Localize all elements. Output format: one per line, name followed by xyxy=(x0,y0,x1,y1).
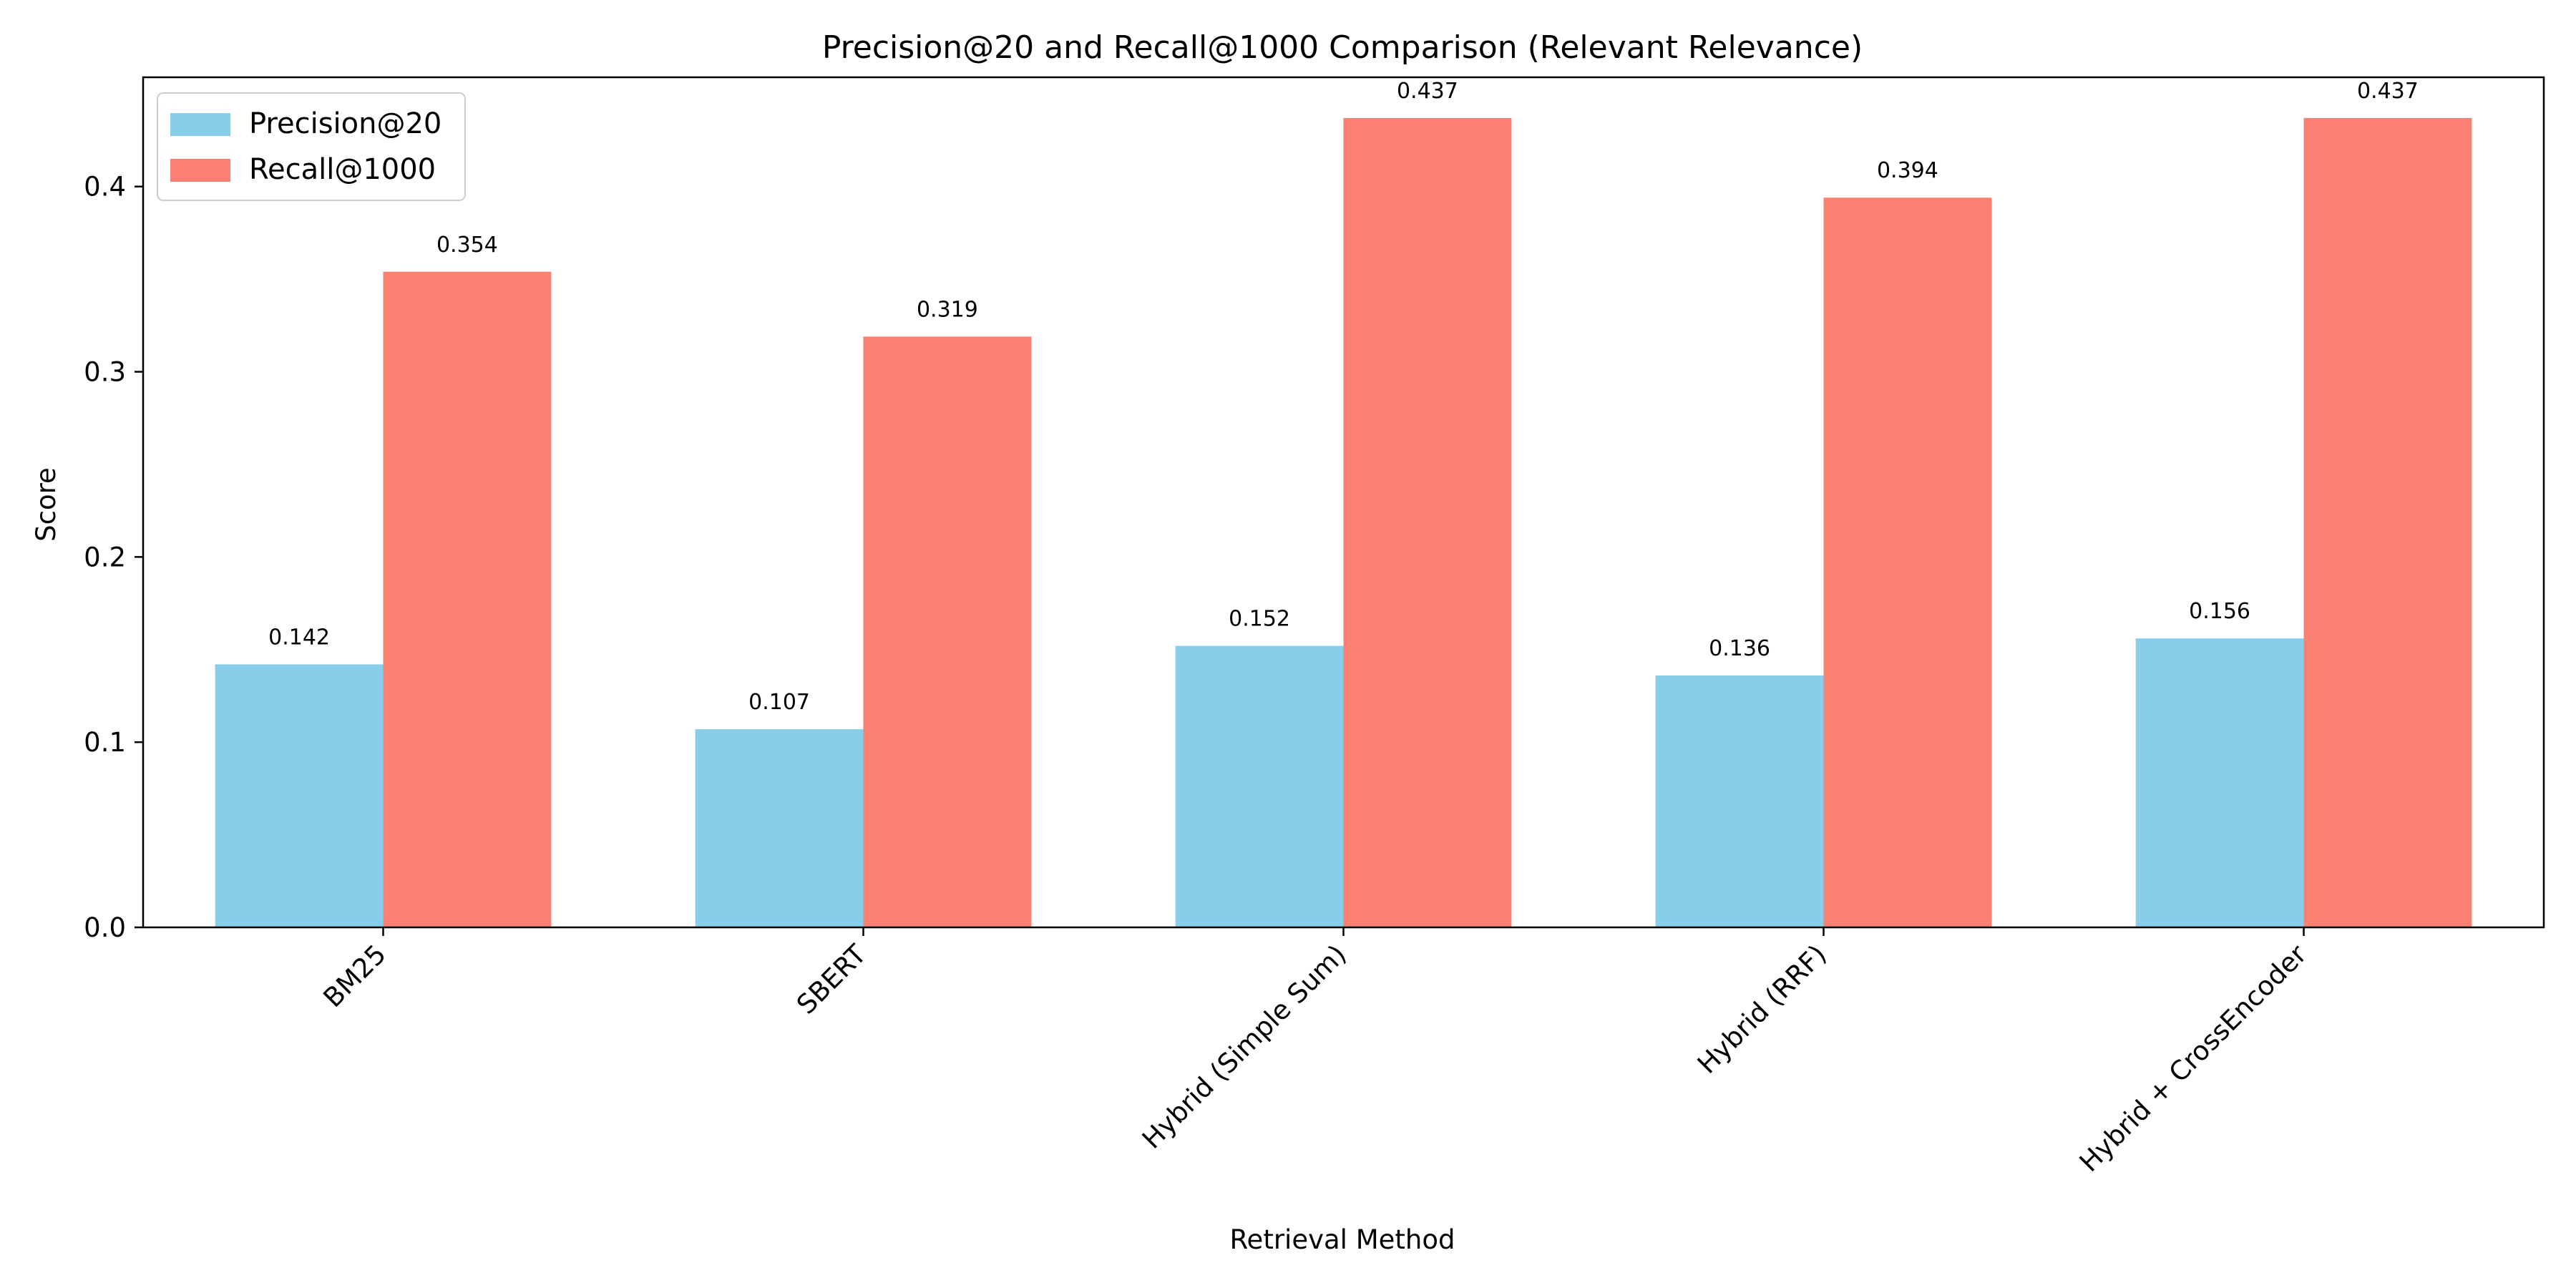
bar-recall-4 xyxy=(2303,117,2472,928)
bar-precision-0 xyxy=(215,664,384,927)
data-label: 0.437 xyxy=(1397,79,1458,104)
data-label: 0.394 xyxy=(1877,158,1938,183)
data-label: 0.136 xyxy=(1709,636,1770,661)
data-labels-layer: 0.142 0.107 0.152 0.136 0.156 0.354 0.319 0.437… xyxy=(268,79,2419,715)
legend: Precision@20 Recall@1000 xyxy=(157,92,466,201)
legend-swatch xyxy=(170,113,230,136)
y-tick-label: 0.2 xyxy=(84,542,126,572)
bar-precision-1 xyxy=(695,729,864,927)
data-label: 0.107 xyxy=(748,690,810,715)
bar-recall-2 xyxy=(1343,117,1512,928)
y-tick-label: 0.1 xyxy=(84,727,126,758)
y-axis-label: Score xyxy=(31,467,62,542)
data-label: 0.152 xyxy=(1229,607,1290,632)
y-tick-label: 0.3 xyxy=(84,357,126,388)
chart-title: Precision@20 and Recall@1000 Comparison … xyxy=(822,29,1863,66)
data-label: 0.142 xyxy=(268,625,330,650)
y-tick-label: 0.0 xyxy=(84,912,126,943)
data-label: 0.354 xyxy=(436,233,498,258)
data-label: 0.319 xyxy=(917,297,978,322)
legend-label: Precision@20 xyxy=(249,107,441,140)
bars-layer xyxy=(215,117,2472,928)
data-label: 0.156 xyxy=(2189,599,2250,624)
legend-label: Recall@1000 xyxy=(249,153,436,186)
x-axis-label: Retrieval Method xyxy=(1230,1224,1455,1255)
data-label: 0.437 xyxy=(2357,79,2419,104)
bar-recall-3 xyxy=(1823,197,1992,927)
bar-precision-4 xyxy=(2135,638,2304,927)
bar-precision-2 xyxy=(1175,645,1344,927)
legend-frame xyxy=(157,92,466,201)
bar-recall-0 xyxy=(383,271,552,927)
bar-precision-3 xyxy=(1655,675,1824,927)
y-tick-label: 0.4 xyxy=(84,172,126,203)
legend-swatch xyxy=(170,159,230,182)
bar-recall-1 xyxy=(863,336,1032,928)
